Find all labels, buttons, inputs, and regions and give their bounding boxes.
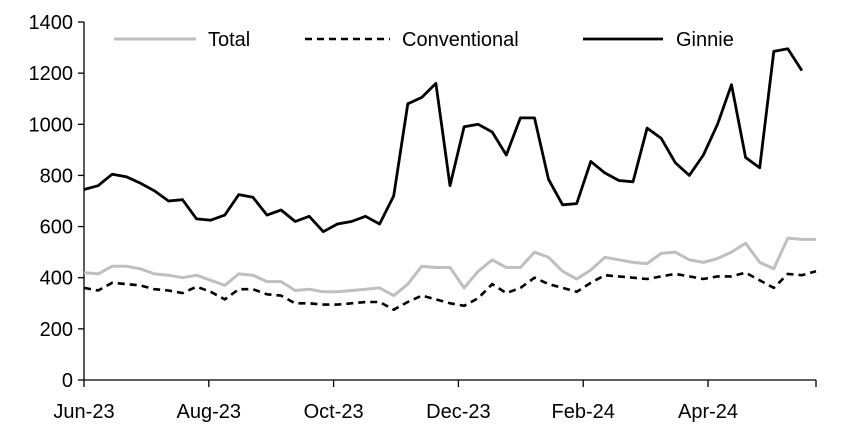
x-tick-label: Jun-23: [53, 401, 114, 423]
x-tick-label: Dec-23: [426, 401, 490, 423]
y-tick-label: 600: [40, 217, 73, 239]
series-line-ginnie: [83, 47, 804, 234]
legend-label-conventional: Conventional: [402, 29, 519, 51]
y-tick-label: 400: [40, 268, 73, 290]
x-tick-label: Apr-24: [678, 401, 738, 423]
y-tick-label: 1000: [29, 114, 74, 136]
x-tick-label: Aug-23: [177, 401, 242, 423]
legend-label-total: Total: [208, 29, 250, 51]
y-tick-label: 200: [40, 319, 73, 341]
x-tick-label: Feb-24: [552, 401, 615, 423]
y-tick-label: 1400: [29, 12, 74, 34]
x-tick-label: Oct-23: [304, 401, 364, 423]
y-tick-label: 800: [40, 165, 73, 187]
y-tick-label: 0: [62, 370, 73, 392]
series-lines: [83, 47, 817, 312]
legend-label-ginnie: Ginnie: [676, 29, 734, 51]
series-line-conventional: [83, 270, 817, 312]
legend: Total Conventional Ginnie: [114, 29, 734, 51]
y-tick-label: 1200: [29, 63, 74, 85]
series-line-total: [83, 236, 816, 298]
y-axis: 0 200 400 600 800 1000 1200 1400: [29, 12, 85, 392]
x-axis: Jun-23 Aug-23 Oct-23 Dec-23 Feb-24 Apr-24: [53, 379, 817, 423]
